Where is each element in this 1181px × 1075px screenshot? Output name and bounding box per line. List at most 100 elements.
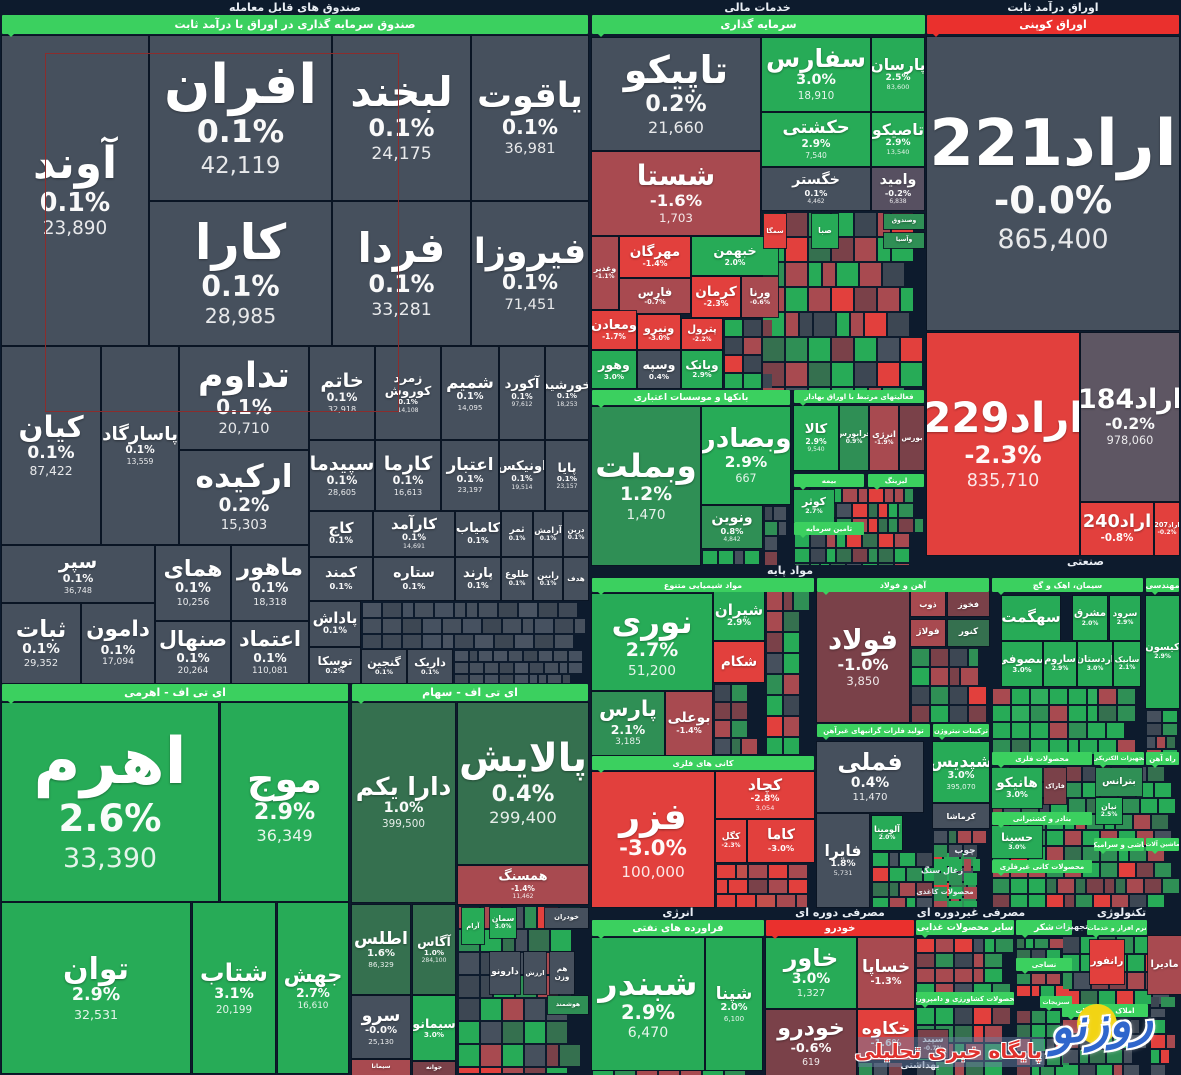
micro-tile[interactable]	[1157, 737, 1165, 748]
micro-tile[interactable]	[725, 356, 742, 372]
micro-tile[interactable]	[1029, 879, 1045, 893]
micro-tile[interactable]	[1069, 689, 1086, 704]
treemap-tile[interactable]: وصندوق	[884, 214, 924, 229]
micro-tile[interactable]	[525, 1022, 545, 1043]
micro-tile[interactable]	[767, 612, 782, 631]
micro-tile[interactable]	[950, 706, 967, 722]
micro-tile[interactable]	[1159, 799, 1175, 813]
micro-tile[interactable]	[1050, 740, 1067, 754]
treemap-tile[interactable]: خودران	[545, 908, 588, 928]
micro-tile[interactable]	[917, 984, 934, 992]
treemap-tile[interactable]: همسنگ -1.4% 11,462	[458, 866, 588, 904]
micro-tile[interactable]	[917, 954, 934, 967]
micro-tile[interactable]	[955, 1062, 964, 1075]
treemap-tile[interactable]: کارما 0.1% 16,613	[376, 441, 440, 510]
micro-tile[interactable]	[1047, 1039, 1054, 1051]
treemap-tile[interactable]: آگاس 1.0% 284,100	[413, 905, 455, 994]
micro-tile[interactable]	[786, 388, 807, 390]
micro-tile[interactable]	[481, 1045, 501, 1066]
micro-tile[interactable]	[703, 551, 717, 564]
treemap-tile[interactable]: همای 0.1% 10,256	[156, 546, 230, 620]
treemap-tile[interactable]: فایرا 1.8% 5,731	[817, 814, 869, 907]
micro-tile[interactable]	[964, 873, 977, 885]
treemap-tile[interactable]: حسینا 3.0%	[992, 826, 1042, 858]
micro-tile[interactable]	[765, 552, 777, 565]
treemap-tile[interactable]: صبا	[812, 214, 838, 248]
micro-tile[interactable]	[789, 865, 807, 878]
micro-tile[interactable]	[1163, 879, 1179, 893]
micro-tile[interactable]	[985, 939, 994, 952]
micro-tile[interactable]	[934, 859, 947, 871]
micro-tile[interactable]	[539, 603, 557, 617]
micro-tile[interactable]	[879, 504, 887, 517]
treemap-tile[interactable]: آرامش 0.1%	[534, 512, 562, 556]
micro-tile[interactable]	[1118, 689, 1135, 704]
micro-tile[interactable]	[795, 549, 809, 562]
micro-tile[interactable]	[535, 635, 553, 648]
micro-tile[interactable]	[869, 549, 877, 562]
micro-tile[interactable]	[907, 898, 915, 907]
micro-tile[interactable]	[1063, 1035, 1078, 1048]
treemap-tile[interactable]: کچاد -2.8% 3,054	[716, 772, 814, 818]
micro-tile[interactable]	[917, 883, 932, 896]
micro-tile[interactable]	[463, 619, 481, 633]
micro-tile[interactable]	[889, 519, 897, 532]
micro-tile[interactable]	[1031, 723, 1048, 738]
micro-tile[interactable]	[1031, 706, 1048, 721]
treemap-tile[interactable]: ستاره 0.1%	[374, 558, 454, 600]
micro-tile[interactable]	[1099, 689, 1116, 704]
micro-tile[interactable]	[1032, 986, 1039, 996]
micro-tile[interactable]	[415, 603, 433, 617]
micro-tile[interactable]	[547, 1068, 567, 1073]
micro-tile[interactable]	[786, 238, 807, 261]
micro-tile[interactable]	[575, 619, 585, 633]
treemap-tile[interactable]: پالایش 0.4% 299,400	[458, 703, 588, 864]
micro-tile[interactable]	[1026, 939, 1033, 948]
micro-tile[interactable]	[853, 504, 867, 517]
micro-tile[interactable]	[1047, 974, 1060, 984]
treemap-tile[interactable]: گنجین 0.1%	[362, 650, 406, 683]
micro-tile[interactable]	[555, 619, 573, 633]
micro-tile[interactable]	[1147, 737, 1155, 748]
micro-tile[interactable]	[525, 1068, 545, 1073]
treemap-tile[interactable]: خودرو -0.6% 619	[766, 1010, 856, 1075]
treemap-tile[interactable]: کاج 0.1%	[310, 512, 372, 556]
treemap-tile[interactable]: فولاژ	[911, 620, 945, 646]
micro-tile[interactable]	[500, 675, 513, 683]
treemap-tile[interactable]: اطلس 1.6% 86,329	[352, 905, 410, 994]
treemap-tile[interactable]: پارس 2.1% 3,185	[592, 692, 664, 755]
micro-tile[interactable]	[1080, 1050, 1088, 1063]
micro-tile[interactable]	[873, 883, 888, 896]
micro-tile[interactable]	[1131, 1035, 1146, 1048]
micro-tile[interactable]	[832, 363, 853, 386]
treemap-tile[interactable]: پترول -2.2%	[682, 319, 722, 349]
micro-tile[interactable]	[1118, 706, 1135, 721]
micro-tile[interactable]	[809, 338, 830, 361]
micro-tile[interactable]	[1017, 974, 1030, 984]
micro-tile[interactable]	[934, 901, 947, 907]
treemap-tile[interactable]: اراد184 -0.2% 978,060	[1081, 333, 1179, 501]
micro-tile[interactable]	[715, 685, 730, 701]
micro-tile[interactable]	[535, 619, 553, 633]
micro-tile[interactable]	[993, 895, 1009, 907]
micro-tile[interactable]	[814, 313, 835, 336]
micro-tile[interactable]	[985, 954, 1002, 967]
micro-tile[interactable]	[912, 706, 929, 722]
micro-tile[interactable]	[879, 519, 887, 532]
micro-tile[interactable]	[1141, 799, 1157, 813]
micro-tile[interactable]	[1114, 1065, 1122, 1075]
micro-tile[interactable]	[869, 519, 877, 532]
micro-tile[interactable]	[811, 549, 825, 562]
micro-tile[interactable]	[1127, 879, 1143, 893]
micro-tile[interactable]	[1083, 783, 1099, 797]
micro-tile[interactable]	[403, 635, 421, 648]
micro-tile[interactable]	[1017, 986, 1030, 996]
micro-tile[interactable]	[1035, 939, 1048, 948]
micro-tile[interactable]	[769, 865, 787, 878]
treemap-tile[interactable]: شمیم 0.1% 14,095	[442, 347, 498, 439]
micro-tile[interactable]	[949, 859, 962, 871]
micro-tile[interactable]	[1130, 895, 1146, 907]
micro-tile[interactable]	[837, 534, 845, 547]
micro-tile[interactable]	[732, 703, 747, 719]
micro-tile[interactable]	[895, 564, 909, 565]
